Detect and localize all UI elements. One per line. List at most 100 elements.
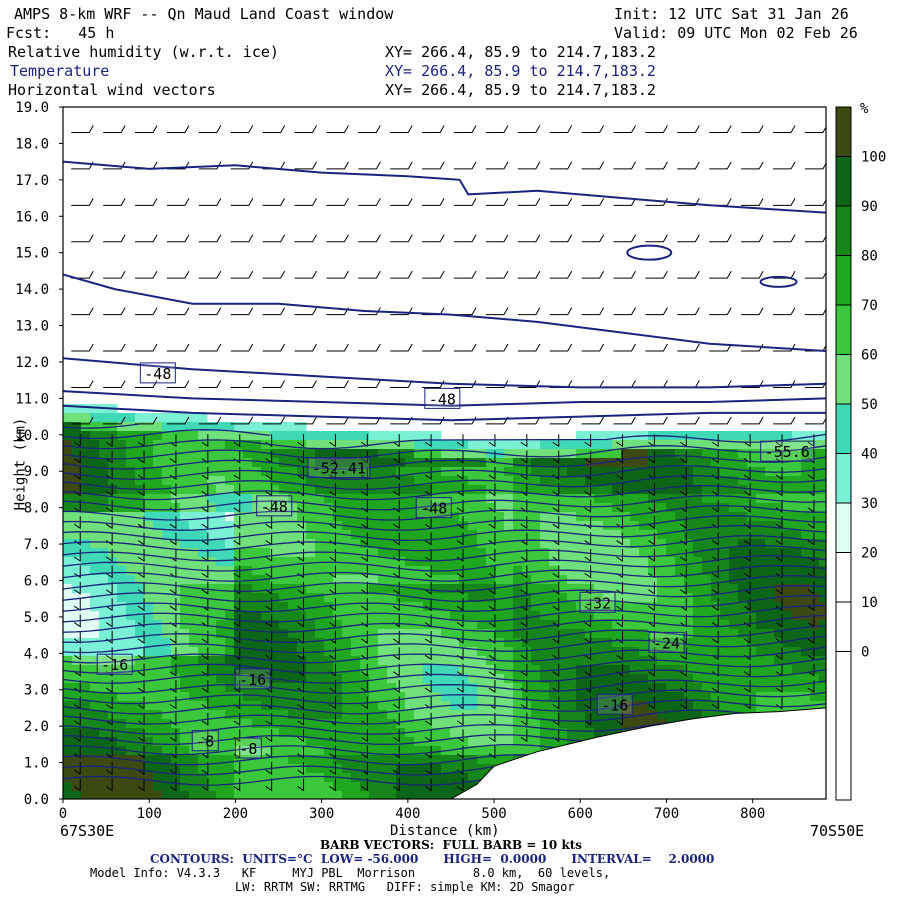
wind-barb [616, 548, 624, 562]
colorbar-label: 70 [861, 298, 878, 314]
wind-barb [581, 161, 605, 170]
wind-barb [169, 663, 177, 677]
wind-barb [584, 663, 592, 677]
wind-barb [677, 380, 700, 388]
wind-barb [677, 416, 700, 425]
wind-barb [361, 745, 368, 759]
wind-barb [392, 630, 400, 644]
contour-label: -48 [139, 362, 176, 384]
wind-barb [520, 434, 528, 448]
isotherm [63, 160, 826, 214]
y-tick-label: 11.0 [15, 391, 49, 407]
wind-barb [456, 745, 464, 759]
wind-barb [807, 467, 815, 480]
wind-barb [804, 198, 826, 206]
wind-barb [648, 565, 655, 579]
wind-barb [613, 343, 636, 352]
wind-barb [297, 663, 305, 677]
contour-label: -8 [191, 730, 219, 752]
wind-barb [549, 198, 573, 206]
wind-barb [361, 483, 368, 497]
wind-barb [262, 234, 286, 243]
wind-barb [103, 198, 126, 206]
y-tick-label: 1.0 [24, 756, 49, 772]
isotherm [63, 699, 826, 715]
wind-barb [804, 308, 826, 316]
y-tick-label: 9.0 [24, 464, 49, 480]
isotherm [63, 625, 826, 644]
wind-barb [424, 647, 432, 661]
wind-barb [613, 380, 636, 388]
wind-barb [201, 467, 209, 480]
wind-barb [677, 198, 700, 206]
wind-barb [775, 598, 783, 612]
wind-barb [297, 516, 305, 530]
wind-barb [233, 630, 241, 644]
wind-barb [743, 663, 751, 677]
wind-barb [392, 663, 400, 677]
wind-barb [265, 663, 273, 677]
wind-barb [265, 762, 273, 775]
wind-barb [361, 434, 368, 448]
y-tick-label: 16.0 [15, 209, 49, 225]
wind-barb [775, 450, 783, 464]
isotherm [63, 404, 826, 422]
wind-barb [488, 483, 496, 497]
isotherm [63, 357, 826, 389]
wind-barb [488, 614, 496, 628]
wind-barb [775, 630, 783, 644]
wind-barb [105, 598, 113, 612]
wind-barb [741, 234, 764, 243]
wind-barb [584, 712, 592, 726]
wind-barb [711, 647, 719, 661]
wind-barb [804, 271, 826, 279]
contour-label: -16 [234, 668, 271, 690]
y-tick-label: 10.0 [15, 428, 49, 444]
isotherm [63, 564, 826, 582]
barb-info: BARB VECTORS: FULL BARB = 10 kts [320, 838, 583, 852]
wind-barb [201, 565, 209, 579]
wind-barb [73, 467, 81, 480]
svg-text:-16: -16 [601, 696, 628, 714]
wind-barb [166, 234, 190, 243]
svg-text:-55.6: -55.6 [765, 443, 810, 461]
wind-barb [648, 467, 655, 480]
colorbar-swatch [836, 651, 851, 701]
wind-barb [645, 234, 668, 243]
wind-barb [456, 532, 464, 546]
isotherm [626, 244, 673, 261]
wind-barb [329, 565, 336, 579]
wind-barb [71, 416, 94, 425]
wind-barb [294, 270, 317, 279]
wind-barb [456, 548, 464, 562]
svg-text:-48: -48 [429, 390, 456, 408]
forecast-hour: Fcst: 45 h [6, 24, 115, 42]
isotherm [63, 544, 826, 562]
wind-barb [616, 516, 624, 530]
wind-barb [329, 598, 336, 612]
wind-barb [584, 614, 592, 628]
wind-barb [201, 581, 209, 595]
x-tick-label: 500 [481, 806, 506, 822]
wind-barb [361, 729, 368, 743]
wind-barb [456, 598, 464, 612]
wind-barb [137, 565, 145, 579]
wind-barb [390, 125, 413, 133]
field-rh-label: Relative humidity (w.r.t. ice) [8, 43, 279, 61]
wind-barb [680, 680, 687, 694]
wind-barb [549, 234, 573, 243]
wind-barb [73, 712, 81, 726]
contour-label: -48 [256, 495, 293, 517]
wind-barb [105, 680, 113, 694]
wind-barb [169, 450, 177, 464]
wind-barb [743, 565, 751, 579]
wind-barb [166, 270, 190, 279]
wind-barb [517, 198, 541, 206]
colorbar-label: 40 [861, 447, 878, 463]
wind-barb [230, 234, 254, 243]
wind-barb [105, 548, 113, 562]
model-info: Model Info: V4.3.3 KF MYJ PBL Morrison 8… [90, 866, 611, 880]
wind-barb [233, 778, 241, 792]
wind-barb [361, 532, 368, 546]
wind-barb [392, 696, 400, 710]
